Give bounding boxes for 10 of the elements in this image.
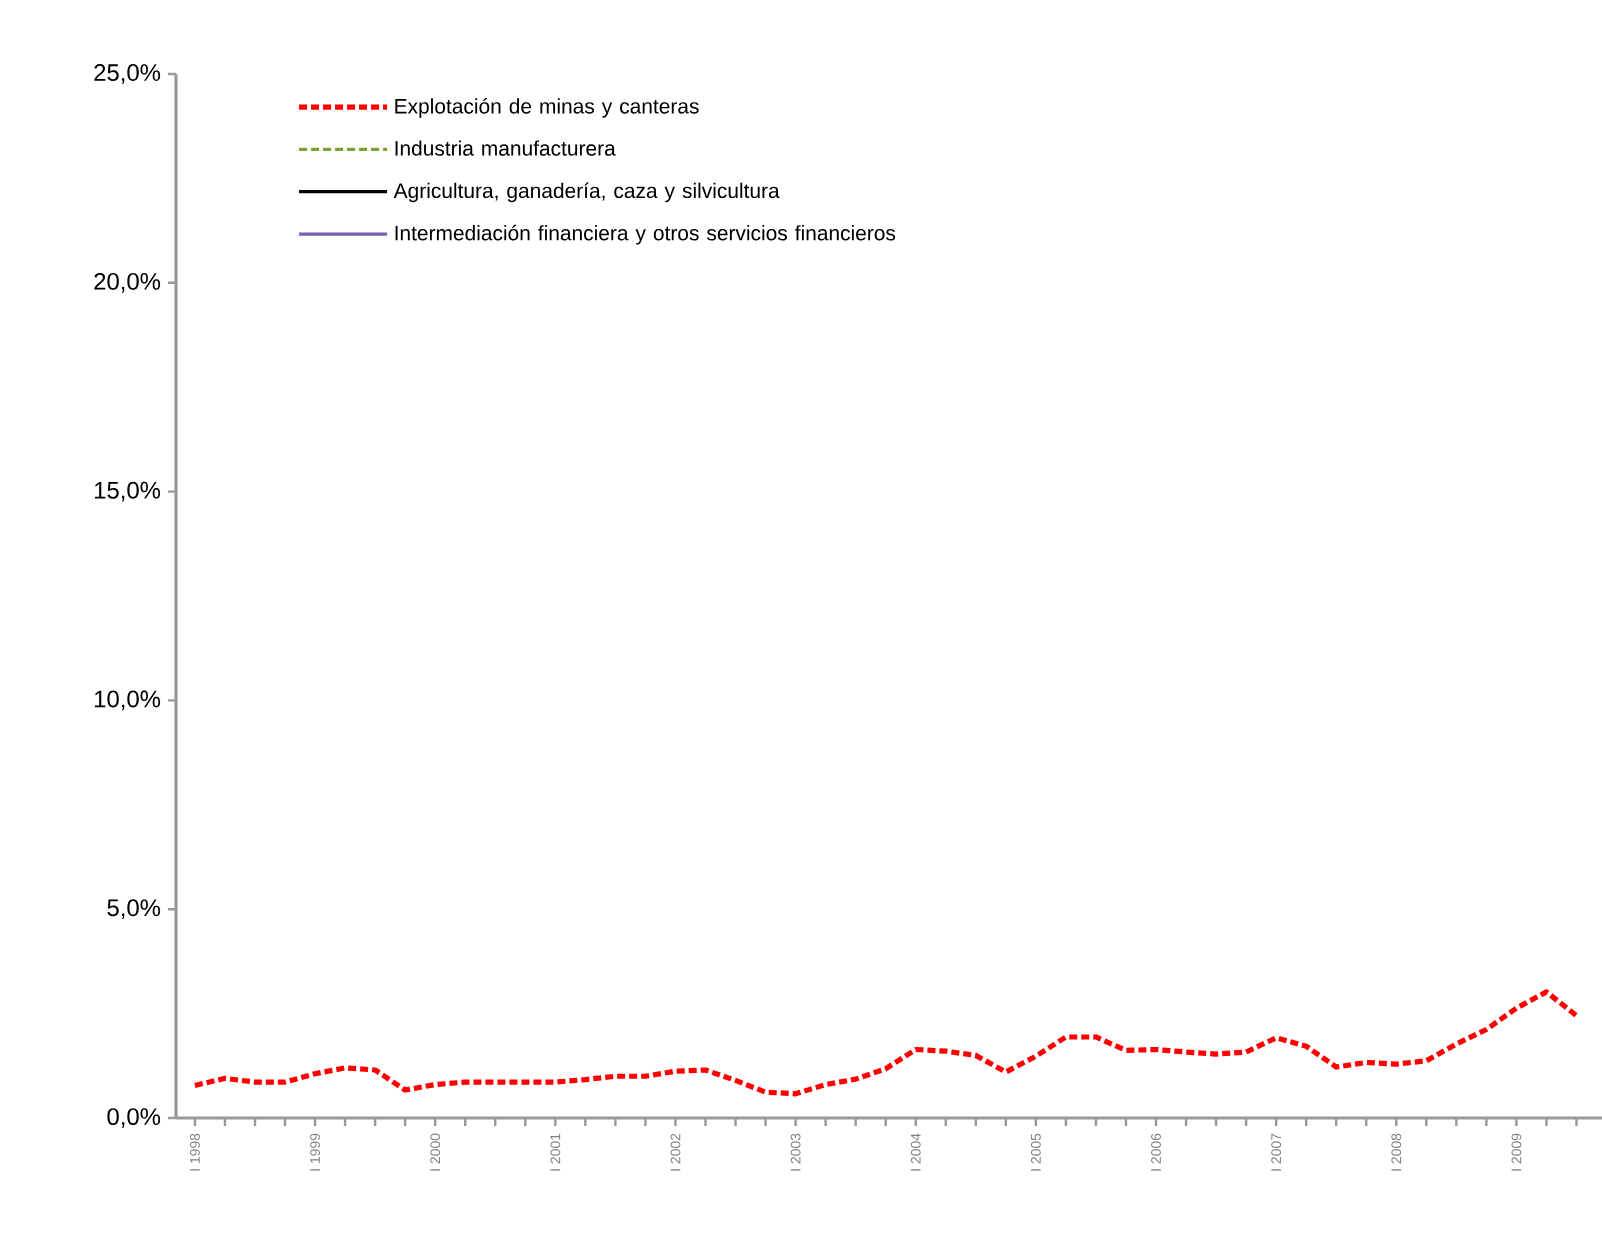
legend-label: Intermediación financiera y otros servicios financieros bbox=[395, 224, 896, 245]
y-tick-label: 20,0% bbox=[94, 272, 161, 293]
y-tick-label: 0,0% bbox=[107, 1108, 161, 1128]
legend-label: Explotación de minas y canteras bbox=[395, 98, 699, 118]
legend-label: Industria manufacturera bbox=[395, 140, 616, 156]
legend-label: Agricultura, ganadería, caza y silvicultura bbox=[393, 182, 780, 203]
y-tick-label: 25,0% bbox=[94, 64, 161, 84]
y-tick-label: 10,0% bbox=[94, 690, 161, 711]
y-tick-label: 15,0% bbox=[94, 481, 161, 502]
y-tick-label: 5,0% bbox=[107, 899, 161, 920]
